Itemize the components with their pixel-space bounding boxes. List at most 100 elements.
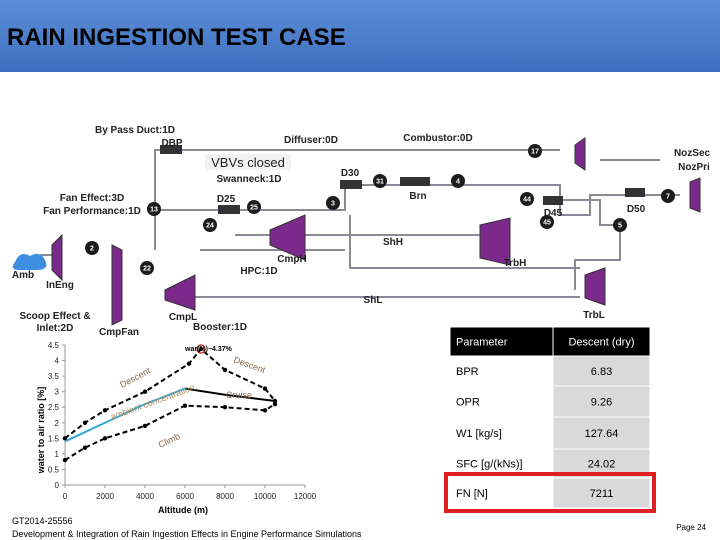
component-label: Diffuser:0D [284,135,338,146]
station-number: 25 [250,204,258,211]
header-bar [0,0,720,72]
station-marker [373,174,387,188]
station-marker [147,202,161,216]
component-label: Swanneck:1D [216,174,281,185]
component-label: Brn [409,191,426,202]
component-label: Fan Effect:3D [60,193,124,204]
x-tick-label: 6000 [176,492,194,501]
series-name: Cruise [226,390,252,400]
footer-subtitle: Development & Integration of Rain Ingest… [12,529,362,539]
table-cell [552,477,651,509]
chart: 0 2000 4000 6000 8000 10000 12000 0 0.5 1 1.5 2 2.5 3… [48,341,317,501]
component-label: Booster:1D [193,322,247,333]
y-tick-label: 4.5 [48,341,60,350]
series-line [184,387,276,402]
station-number: 2 [90,245,94,252]
station-marker [613,218,627,232]
cell-text: FN [N] [456,488,488,500]
x-axis-title: Altitude (m) [158,505,208,515]
series-point [82,420,88,425]
highlight-box [444,472,656,513]
header-text: Descent (dry) [568,337,634,349]
component-label: By Pass Duct:1D [95,125,175,136]
component-label: HPC:1D [240,266,277,277]
cell-text: BPR [456,366,479,378]
y-tick-label: 0 [55,481,60,490]
annotation: war(%)~4.37% [184,346,233,353]
component-label: InEng [46,280,74,291]
station-number: 13 [150,206,158,213]
component-label: CmpH [277,254,306,265]
series-point [198,346,204,352]
station-marker [203,218,217,232]
station-marker [140,261,154,275]
component-label: ShH [383,237,403,248]
series-name: Descent [118,365,152,390]
component-label: ShL [364,295,383,306]
station-number: 44 [523,196,531,203]
y-tick-label: 3.5 [48,372,60,381]
x-tick-label: 2000 [96,492,114,501]
series-name: Descent [232,354,267,375]
component-label: NozSec [674,148,711,159]
peak-marker [196,344,206,354]
cell-text: 127.64 [585,428,619,440]
component-label: Combustor:0D [403,133,472,144]
station-number: 17 [531,148,539,155]
y-tick-label: 4 [55,357,60,366]
station-marker [326,196,340,210]
component-label: CmpFan [99,327,139,338]
diagram-labels: By Pass Duct:1D DBP Diffuser:0D Combustor:0… [12,125,711,338]
table-cell [552,416,651,450]
component-label: Inlet:2D [37,323,74,334]
x-tick-label: 8000 [216,492,234,501]
cell-text: 24.02 [588,459,616,471]
component-label: D30 [341,168,360,179]
series-point [82,445,88,450]
slide-title: RAIN INGESTION TEST CASE [7,24,346,51]
station-number: 45 [543,219,551,226]
component-label: DBP [161,138,182,149]
station-number: 31 [376,178,384,185]
series-point [102,408,108,413]
header-cell [449,326,554,357]
x-tick-label: 0 [63,492,68,501]
series-point [186,361,192,366]
component-label: Fan Performance:1D [43,206,141,217]
series-point [62,436,68,441]
station-number: 5 [618,222,622,229]
ducts [160,145,645,214]
series-point [262,386,268,391]
station-marker [661,189,675,203]
station-marker [247,200,261,214]
station-marker [451,174,465,188]
component-label: TrbL [583,310,605,321]
cell-text: 7211 [590,488,614,500]
x-tick-label: 4000 [136,492,154,501]
y-tick-label: 0.5 [48,465,60,474]
component-label: CmpL [169,312,197,323]
component-label: Scoop Effect & [19,311,90,322]
series-point [142,423,148,429]
series-line [64,403,276,461]
table-cell [449,385,554,418]
table: Parameter Descent (dry) BPR 6.83 OPR 9.26 W1 [… [449,326,651,509]
series-point [262,408,268,413]
cell-text: SFC [g/(kNs)] [456,459,523,471]
component-label: D45 [544,208,563,219]
series-point [182,403,188,408]
x-tick-label: 10000 [254,492,277,501]
series-point [102,436,108,441]
y-tick-label: 2.5 [48,403,60,412]
page-number: Page 24 [676,523,706,532]
component-label: TrbH [504,258,527,269]
y-axis-title: water to air ratio [%] [36,387,46,475]
component-label: D50 [627,204,646,215]
components [51,137,701,326]
y-tick-label: 1 [55,450,60,459]
y-tick-label: 3 [55,388,60,397]
y-tick-label: 1.5 [48,434,60,443]
